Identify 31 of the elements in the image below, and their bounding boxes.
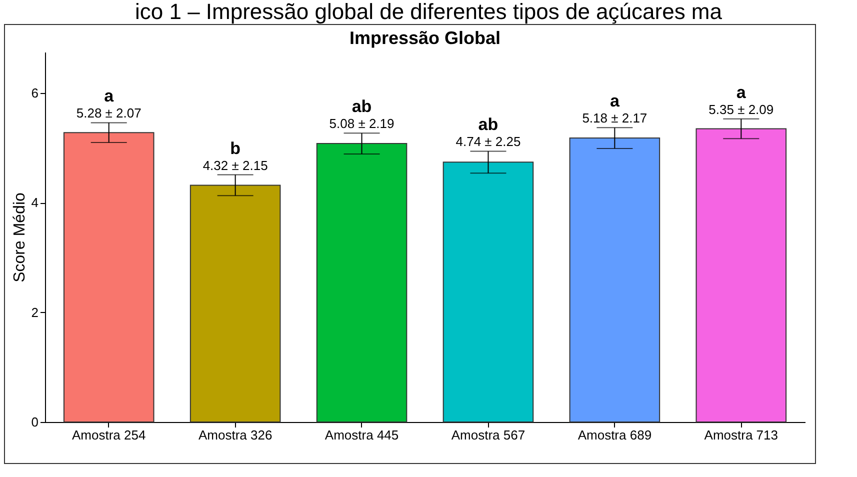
bar <box>316 143 408 422</box>
text: ico 1 – Impressão global de diferentes tipos de açúcares ma <box>134 0 723 24</box>
annotation: b <box>230 138 241 158</box>
bar <box>696 128 787 422</box>
data-label: 5.28 ± 2.07 <box>76 106 142 121</box>
x-tick-label: Amostra 689 <box>578 428 652 442</box>
bar <box>63 132 154 422</box>
x-tick-label: Amostra 567 <box>451 428 526 442</box>
bar <box>569 138 660 422</box>
chart-title: Impressão Global <box>349 28 501 48</box>
x-tick-label: Amostra 713 <box>704 428 778 442</box>
bar <box>442 162 534 422</box>
data-label: 5.18 ± 2.17 <box>582 110 648 126</box>
annotation: ab <box>478 115 498 134</box>
annotation: ab <box>352 97 372 116</box>
y-tick-label: 6 <box>31 86 38 101</box>
annotation: a <box>610 92 620 111</box>
y-tick-label: 4 <box>31 195 38 210</box>
x-tick-label: Amostra 254 <box>72 428 146 442</box>
annotation: a <box>736 82 746 102</box>
x-tick-label: Amostra 445 <box>324 428 399 442</box>
data-label: 4.74 ± 2.25 <box>456 134 521 150</box>
bar <box>190 184 281 422</box>
data-label: 5.35 ± 2.09 <box>708 102 774 117</box>
y-axis-title: Score Médio <box>11 192 28 282</box>
data-label: 5.08 ± 2.19 <box>329 116 394 132</box>
data-label: 4.32 ± 2.15 <box>202 158 268 173</box>
y-tick-label: 2 <box>31 304 38 320</box>
y-tick-label: 0 <box>31 414 38 430</box>
x-tick-label: Amostra 326 <box>198 428 272 442</box>
annotation: a <box>104 86 114 106</box>
